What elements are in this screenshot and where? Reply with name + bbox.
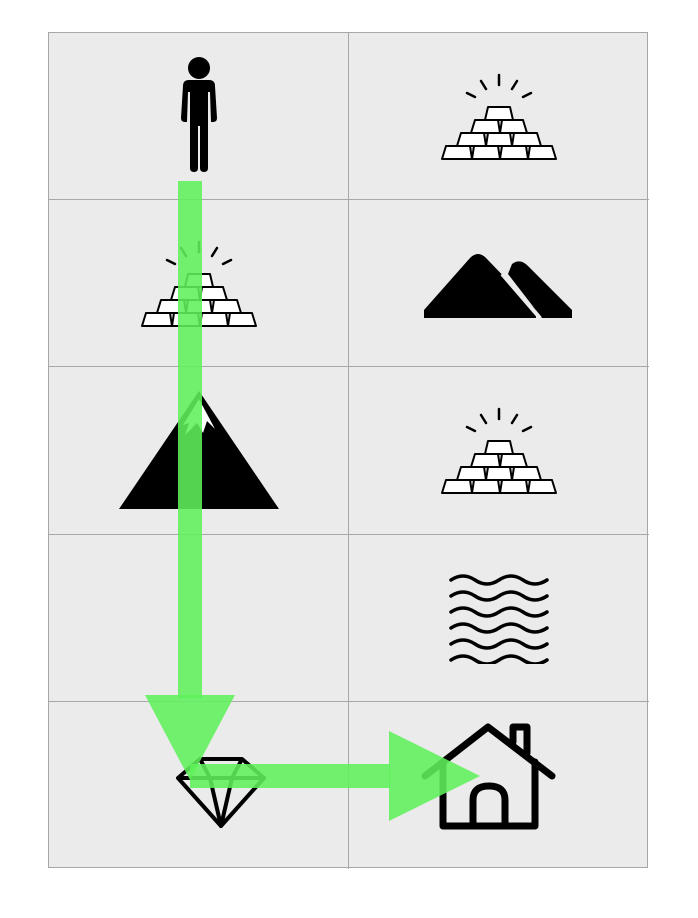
- cell-r0-c1[interactable]: [349, 33, 649, 201]
- cell-r4-c0[interactable]: [49, 701, 349, 869]
- cell-r2-c1[interactable]: [349, 367, 649, 535]
- game-board: [48, 32, 649, 869]
- cell-r1-c0[interactable]: [49, 200, 349, 368]
- cell-r2-c0[interactable]: [49, 367, 349, 535]
- gold-bars-icon: [140, 241, 257, 328]
- cell-r3-c1[interactable]: [349, 535, 649, 702]
- cell-r3-c0[interactable]: [49, 534, 349, 702]
- gold-bars-icon: [441, 73, 557, 161]
- water-waves-icon: [449, 573, 549, 664]
- gold-bars-icon: [441, 408, 557, 495]
- cell-r1-c1[interactable]: [349, 200, 649, 368]
- hills-icon: [424, 254, 572, 319]
- cell-r4-c1[interactable]: [349, 702, 649, 869]
- mountain-icon: [118, 391, 279, 510]
- person-icon: [180, 57, 217, 173]
- cell-r0-c0[interactable]: [49, 33, 349, 201]
